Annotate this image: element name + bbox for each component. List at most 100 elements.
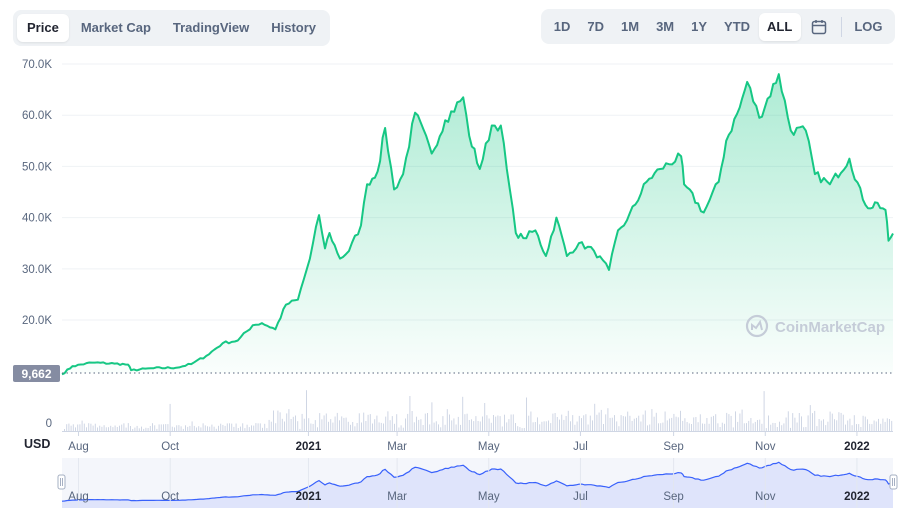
navigator-left-handle[interactable]	[57, 474, 66, 490]
volume-bar	[530, 411, 532, 431]
navigator-right-handle[interactable]	[889, 474, 898, 490]
volume-bar	[798, 413, 800, 431]
volume-bar	[176, 425, 178, 431]
volume-bar	[572, 415, 574, 431]
volume-bar	[882, 418, 884, 431]
volume-bar	[451, 420, 453, 431]
volume-bar	[609, 417, 611, 431]
volume-bar	[741, 409, 743, 431]
volume-bar	[550, 423, 552, 431]
volume-bar	[460, 424, 461, 431]
volume-bar	[812, 413, 813, 431]
volume-bar	[836, 420, 838, 431]
volume-bar	[631, 420, 633, 431]
volume-bar	[220, 423, 222, 431]
coinmarketcap-logo-icon	[745, 314, 769, 338]
volume-bar	[561, 414, 563, 431]
volume-bar	[807, 415, 809, 431]
volume-bar	[68, 423, 70, 431]
volume-bar	[277, 410, 279, 431]
navigator-tick-label: Nov	[755, 491, 776, 503]
volume-bar	[750, 418, 752, 431]
volume-bar	[105, 427, 107, 431]
volume-bar	[70, 425, 72, 431]
volume-bar	[622, 416, 624, 431]
volume-bar	[495, 416, 497, 431]
volume-bar	[204, 425, 206, 431]
volume-bar	[303, 418, 305, 431]
tab-history[interactable]: History	[271, 20, 317, 35]
volume-bar	[552, 413, 554, 431]
volume-bar	[594, 403, 596, 431]
volume-bar	[121, 424, 123, 431]
volume-bar	[629, 415, 631, 431]
volume-bar	[127, 423, 129, 431]
volume-bar	[363, 412, 365, 431]
volume-bar	[510, 414, 512, 431]
volume-bar	[748, 420, 750, 431]
volume-bar	[394, 423, 395, 431]
volume-bar	[328, 421, 329, 431]
volume-zero-label: 0	[46, 418, 52, 430]
volume-bar	[869, 423, 871, 431]
volume-bar	[378, 422, 380, 431]
volume-bar	[717, 423, 719, 431]
range-1d-button[interactable]: 1D	[553, 18, 571, 34]
volume-bar	[721, 422, 723, 431]
volume-bar	[420, 419, 422, 431]
volume-bar	[257, 423, 259, 431]
volume-bar	[515, 423, 516, 431]
range-all-button[interactable]: ALL	[758, 12, 801, 41]
volume-bar	[493, 415, 494, 431]
volume-bar	[627, 411, 629, 431]
volume-bar	[321, 419, 323, 431]
range-7d-button[interactable]: 7D	[587, 18, 605, 34]
tab-tradingview[interactable]: TradingView	[172, 20, 250, 35]
volume-bar	[556, 417, 558, 431]
tab-market-cap[interactable]: Market Cap	[80, 20, 151, 35]
volume-bar	[499, 416, 501, 431]
volume-bar	[772, 422, 774, 431]
tab-price[interactable]: Price	[17, 14, 69, 42]
volume-bar	[792, 413, 794, 431]
log-scale-button[interactable]: LOG	[854, 18, 883, 34]
navigator-tick-label: Aug	[68, 491, 88, 503]
range-1m-button[interactable]: 1M	[621, 18, 640, 34]
volume-bar	[182, 428, 184, 431]
volume-bar	[834, 419, 835, 431]
volume-bar	[81, 420, 83, 431]
volume-bar	[715, 414, 717, 431]
volume-bar	[770, 424, 772, 431]
volume-bar	[475, 416, 477, 431]
volume-bar	[350, 424, 351, 431]
volume-bar	[424, 413, 426, 431]
range-1y-button[interactable]: 1Y	[691, 18, 708, 34]
navigator-tick-label: May	[478, 491, 500, 503]
range-ytd-button[interactable]: YTD	[724, 18, 751, 34]
volume-bar	[125, 427, 127, 431]
volume-bar	[301, 413, 303, 431]
navigator-tick-label: Sep	[663, 491, 683, 503]
watermark-text: CoinMarketCap	[775, 319, 885, 336]
range-3m-button[interactable]: 3M	[656, 18, 675, 34]
volume-bar	[785, 417, 787, 431]
volume-bar	[691, 424, 692, 431]
volume-bar	[83, 423, 85, 431]
volume-bar	[867, 419, 868, 431]
volume-bar	[710, 416, 712, 431]
volume-bar	[838, 412, 840, 431]
volume-bar	[270, 421, 272, 431]
volume-bar	[871, 424, 873, 431]
volume-bar	[649, 424, 651, 431]
volume-bar	[396, 414, 398, 431]
volume-bar	[163, 424, 164, 431]
volume-bar	[435, 421, 437, 431]
volume-bar	[185, 425, 186, 431]
volume-bar	[706, 418, 708, 431]
volume-bar	[295, 415, 296, 431]
calendar-icon[interactable]	[801, 13, 837, 41]
volume-bar	[651, 409, 653, 431]
navigator[interactable]: Aug Oct 2021 Mar May Jul Sep Nov 2022	[57, 458, 898, 508]
volume-bar	[847, 420, 849, 431]
